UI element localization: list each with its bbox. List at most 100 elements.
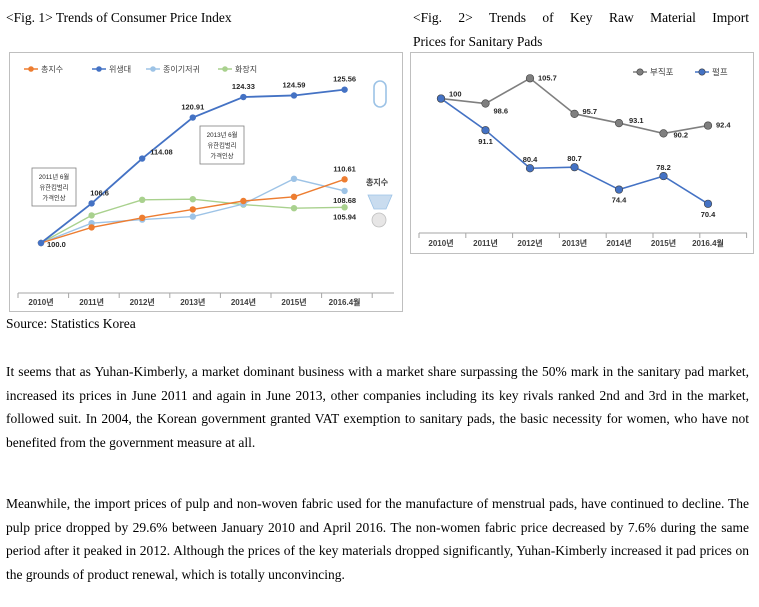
data-point [570, 109, 579, 118]
data-point [481, 126, 490, 135]
data-point [436, 94, 446, 103]
data-point [240, 197, 247, 205]
annotation-text: 가격인상 [42, 193, 65, 202]
source-note: Source: Statistics Korea [6, 316, 136, 331]
data-point [481, 99, 490, 108]
data-label: 120.91 [181, 103, 204, 112]
x-tick-label: 2014년 [606, 238, 631, 248]
data-point [614, 118, 624, 128]
x-tick-label: 2015년 [651, 238, 676, 248]
series-line [440, 77, 709, 135]
data-point [341, 204, 348, 211]
data-point [703, 121, 713, 130]
legend-label: 부직포 [650, 67, 674, 77]
data-point [290, 193, 298, 200]
annotation-text: 2011년 6월 [39, 172, 70, 181]
data-point [659, 171, 668, 181]
paragraph-price-increase: It seems that as Yuhan-Kimberly, a marke… [6, 364, 749, 450]
data-label: 105.94 [333, 212, 357, 221]
data-point [290, 92, 298, 99]
data-label: 100.0 [47, 240, 66, 249]
data-point [703, 199, 713, 208]
data-label: 80.4 [523, 155, 538, 164]
data-point [139, 196, 146, 203]
data-point [614, 185, 624, 194]
x-tick-label: 2013년 [562, 238, 587, 248]
annotation-box [31, 167, 77, 207]
data-label: 98.6 [494, 107, 509, 116]
legend-marker [636, 68, 644, 76]
data-point [189, 196, 196, 203]
x-tick-label: 2011년 [79, 297, 104, 307]
data-label: 106.6 [90, 188, 109, 197]
data-point [290, 175, 298, 182]
data-label: 70.4 [701, 210, 716, 219]
data-label: 100 [449, 90, 462, 99]
x-tick-label: 2016.4월 [692, 238, 724, 248]
annotation-box [199, 125, 245, 165]
series-line [40, 198, 345, 244]
data-label: 78.2 [656, 163, 671, 172]
data-label: 95.7 [583, 107, 598, 116]
x-tick-label: 2012년 [517, 238, 542, 248]
import-price-chart-panel: 2010년 2011년 2012년 2013년 2014년 2015년 2016.4월 부직포… [410, 52, 754, 254]
data-label: 93.1 [629, 116, 644, 125]
x-tick-label: 2014년 [231, 297, 256, 307]
annotation-text: 2013년 6월 [207, 130, 238, 139]
data-point [341, 176, 348, 183]
data-point [341, 187, 348, 195]
data-label: 91.1 [478, 137, 493, 146]
x-tick-label: 2016.4월 [329, 297, 361, 307]
data-point [189, 114, 196, 121]
data-point [341, 86, 348, 93]
data-point [240, 93, 247, 101]
x-tick-label: 2010년 [428, 238, 453, 248]
annotation-text: 유한킴벌리 [40, 183, 69, 192]
x-tick-label: 2010년 [28, 297, 53, 307]
cpi-chart-panel: 2010년 2011년 2012년 2013년 2014년 2015년 2016.4월 총지수… [9, 52, 403, 312]
data-point [659, 129, 668, 138]
data-point [88, 200, 95, 207]
legend-marker [96, 66, 102, 72]
legend-label: 종이기저귀 [163, 64, 200, 74]
legend-label: 화장지 [235, 64, 257, 74]
data-label: 74.4 [612, 196, 627, 205]
x-tick-label: 2013년 [180, 297, 205, 307]
data-label: 124.33 [232, 82, 255, 91]
data-label: 114.08 [150, 148, 173, 157]
fig2-caption-line2: Prices for Sanitary Pads [413, 34, 543, 49]
annotation-text: 가격인상 [210, 151, 233, 160]
data-point [525, 164, 535, 173]
data-label: 125.56 [333, 75, 356, 84]
data-label: 108.68 [333, 196, 356, 205]
diaper-icon [367, 194, 393, 210]
fig1-caption: <Fig. 1> Trends of Consumer Price Index [6, 10, 232, 25]
legend-marker [222, 66, 228, 72]
side-label: 총지수 [366, 177, 389, 187]
toilet-paper-icon [371, 212, 387, 228]
data-point [37, 239, 45, 247]
data-label: 110.61 [333, 164, 356, 173]
data-point [189, 213, 196, 220]
cpi-chart: 2010년 2011년 2012년 2013년 2014년 2015년 2016.4월 총지수… [17, 64, 394, 307]
annotation-text: 유한킴벌리 [208, 141, 237, 150]
import-price-chart: 2010년 2011년 2012년 2013년 2014년 2015년 2016.4월 부직포… [418, 67, 748, 248]
legend-marker [150, 66, 156, 72]
data-point [570, 163, 579, 172]
x-tick-label: 2012년 [130, 297, 155, 307]
data-point [139, 214, 146, 221]
legend-label: 위생대 [109, 64, 131, 74]
data-point [88, 212, 95, 219]
legend-label: 총지수 [41, 65, 63, 74]
data-point [139, 155, 146, 162]
legend-marker [28, 66, 34, 72]
paragraph-material-prices: Meanwhile, the import prices of pulp and… [6, 496, 749, 582]
x-tick-label: 2015년 [281, 297, 306, 307]
data-point [189, 206, 196, 213]
series-line [40, 88, 345, 244]
legend-label: 펄프 [712, 67, 728, 77]
data-label: 80.7 [567, 154, 582, 163]
x-tick-label: 2011년 [473, 238, 498, 248]
data-point [88, 224, 95, 231]
data-point [525, 74, 535, 83]
